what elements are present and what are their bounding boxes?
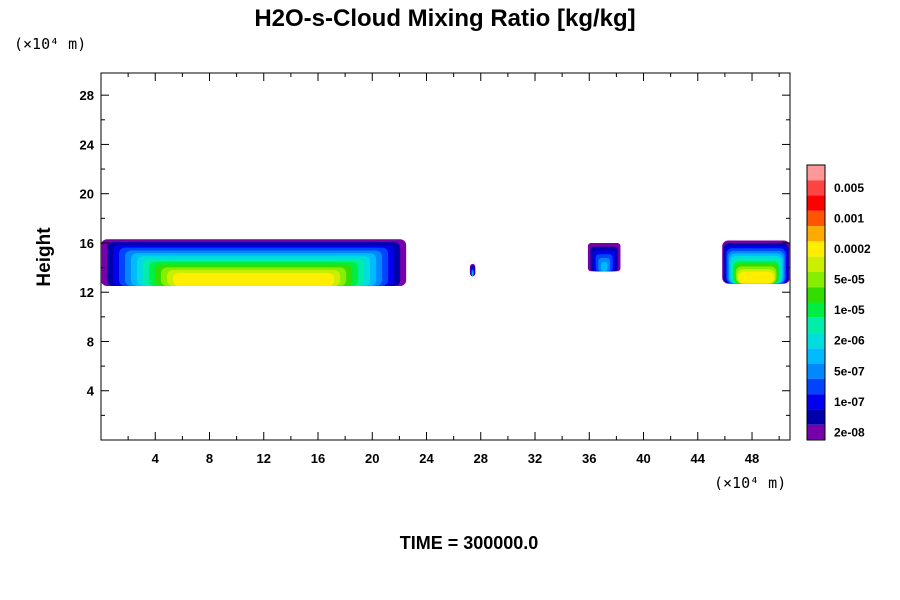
colorbar-frame	[806, 164, 826, 441]
chart-title: H2O-s-Cloud Mixing Ratio [kg/kg]	[254, 5, 635, 32]
y-tick-label: 4	[87, 384, 95, 399]
colorbar-swatch	[807, 226, 825, 242]
colorbar-swatch	[807, 394, 825, 410]
colorbar-swatch	[807, 241, 825, 257]
x-tick-label: 12	[257, 451, 271, 466]
colorbar-swatch	[807, 210, 825, 227]
colorbar-swatch	[807, 302, 825, 318]
colorbar-swatch	[807, 363, 825, 379]
colorbar-label: 0.001	[834, 211, 864, 225]
colorbar-swatch	[807, 317, 825, 334]
colorbar-swatch	[807, 333, 825, 349]
x-unit-label: (×10⁴ m)	[714, 474, 786, 492]
x-tick-label: 24	[419, 451, 434, 466]
colorbar-label: 5e-07	[834, 364, 865, 378]
colorbar-swatch	[807, 287, 825, 303]
y-tick-label: 8	[87, 334, 94, 349]
colorbar: 0.005 0.001 0.0002 5e-05 1e-05 2e-06 5e-07 1e-0…	[806, 164, 871, 441]
x-tick-label: 32	[528, 451, 542, 466]
colorbar-swatch	[807, 348, 825, 364]
colorbar-label: 0.0002	[834, 242, 871, 256]
colorbar-label: 1e-05	[834, 303, 865, 317]
colorbar-swatch	[807, 165, 825, 181]
x-tick-label: 44	[691, 451, 706, 466]
y-tick-label: 12	[80, 285, 94, 300]
x-tick-label: 48	[745, 451, 759, 466]
colorbar-swatch	[807, 378, 825, 395]
colorbar-swatch	[807, 424, 825, 440]
y-axis-label: Height	[34, 227, 55, 287]
x-tick-label: 8	[206, 451, 213, 466]
cloud-band	[173, 272, 335, 287]
colorbar-swatch	[807, 409, 825, 425]
cloud-band	[472, 272, 474, 277]
x-tick-label: 40	[636, 451, 650, 466]
y-tick-label: 20	[80, 187, 94, 202]
cloud-band	[600, 261, 608, 272]
x-tick-label: 28	[474, 451, 488, 466]
colorbar-label: 1e-07	[834, 395, 865, 409]
colorbar-label: 0.005	[834, 181, 864, 195]
x-tick-label: 4	[152, 451, 160, 466]
x-tick-label: 36	[582, 451, 596, 466]
y-tick-label: 28	[80, 88, 94, 103]
colorbar-swatch	[807, 180, 825, 196]
y-axis-ticks: 4 8 12 16 20 24 28	[80, 88, 790, 416]
x-tick-label: 20	[365, 451, 379, 466]
colorbar-swatch	[807, 256, 825, 272]
y-unit-label: (×10⁴ m)	[14, 35, 86, 53]
colorbar-swatch	[807, 271, 825, 288]
y-tick-label: 16	[80, 236, 94, 251]
cloud-layer	[101, 239, 790, 287]
colorbar-label: 2e-08	[834, 425, 865, 439]
colorbar-swatch	[807, 195, 825, 211]
time-label: TIME = 300000.0	[400, 533, 539, 553]
y-tick-label: 24	[80, 137, 95, 152]
colorbar-label: 2e-06	[834, 334, 865, 348]
cloud-band	[738, 271, 774, 284]
x-axis-ticks: 4 8 12 16 20 24 28 32 36 40 44 48	[127, 73, 780, 466]
colorbar-label: 5e-05	[834, 273, 865, 287]
x-tick-label: 16	[311, 451, 325, 466]
